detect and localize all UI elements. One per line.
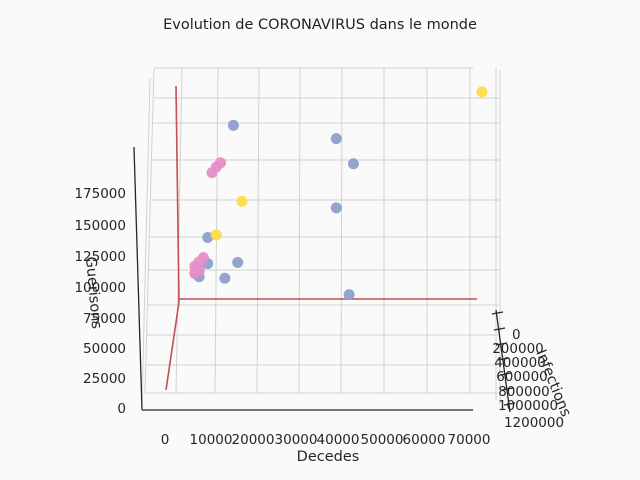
scatter-points bbox=[189, 86, 488, 301]
x-tick-label: 70000 bbox=[448, 432, 491, 448]
scatter-point bbox=[343, 289, 355, 301]
y-tick-label: 200000 bbox=[492, 341, 544, 357]
z-tick-label: 100000 bbox=[74, 280, 126, 296]
scatter-point bbox=[476, 86, 488, 98]
y-tick-label: 800000 bbox=[498, 384, 550, 400]
x-tick-label: 50000 bbox=[361, 432, 404, 448]
z-tick-label: 75000 bbox=[83, 311, 126, 327]
z-tick-label: 25000 bbox=[83, 371, 126, 387]
scatter-point bbox=[232, 256, 244, 268]
z-tick-label: 175000 bbox=[74, 186, 126, 202]
y-tick-label: 1000000 bbox=[498, 398, 558, 414]
x-tick-label: 60000 bbox=[403, 432, 446, 448]
x-tick-label: 30000 bbox=[275, 432, 318, 448]
z-axis-label: Guerisons bbox=[82, 256, 104, 330]
scatter-point bbox=[219, 272, 231, 284]
x-tick-label: 10000 bbox=[190, 432, 233, 448]
x-tick-label: 0 bbox=[161, 432, 170, 448]
axis-lines bbox=[133, 146, 516, 413]
y-tick-label: 1200000 bbox=[504, 415, 564, 431]
pane-grid bbox=[141, 67, 501, 406]
x-tick-label: 20000 bbox=[232, 432, 275, 448]
z-tick-label: 125000 bbox=[74, 249, 126, 265]
scatter-point bbox=[189, 267, 201, 279]
reference-lines bbox=[165, 85, 477, 391]
x-tick-label: 40000 bbox=[317, 432, 360, 448]
scatter-point bbox=[330, 133, 342, 145]
z-tick-label: 50000 bbox=[83, 341, 126, 357]
scatter-point bbox=[202, 232, 214, 244]
x-axis-label: Decedes bbox=[297, 449, 360, 465]
z-tick-labels: 0 25000 50000 75000 100000 125000 150000 175000 bbox=[74, 186, 126, 417]
z-tick-label: 150000 bbox=[74, 218, 126, 234]
scatter-point bbox=[330, 202, 342, 214]
scatter-point bbox=[210, 229, 222, 241]
scatter-point bbox=[206, 167, 218, 179]
x-tick-labels: 0 10000 20000 30000 40000 50000 60000 70000 bbox=[161, 432, 491, 448]
z-tick-label: 0 bbox=[117, 401, 126, 417]
y-tick-label: 400000 bbox=[494, 355, 546, 371]
y-tick-label: 600000 bbox=[496, 369, 548, 385]
scatter-point bbox=[236, 195, 248, 207]
y-tick-label: 0 bbox=[512, 327, 521, 343]
chart-title: Evolution de CORONAVIRUS dans le monde bbox=[163, 17, 477, 33]
scatter-point bbox=[347, 158, 359, 170]
scatter-point bbox=[227, 119, 239, 131]
